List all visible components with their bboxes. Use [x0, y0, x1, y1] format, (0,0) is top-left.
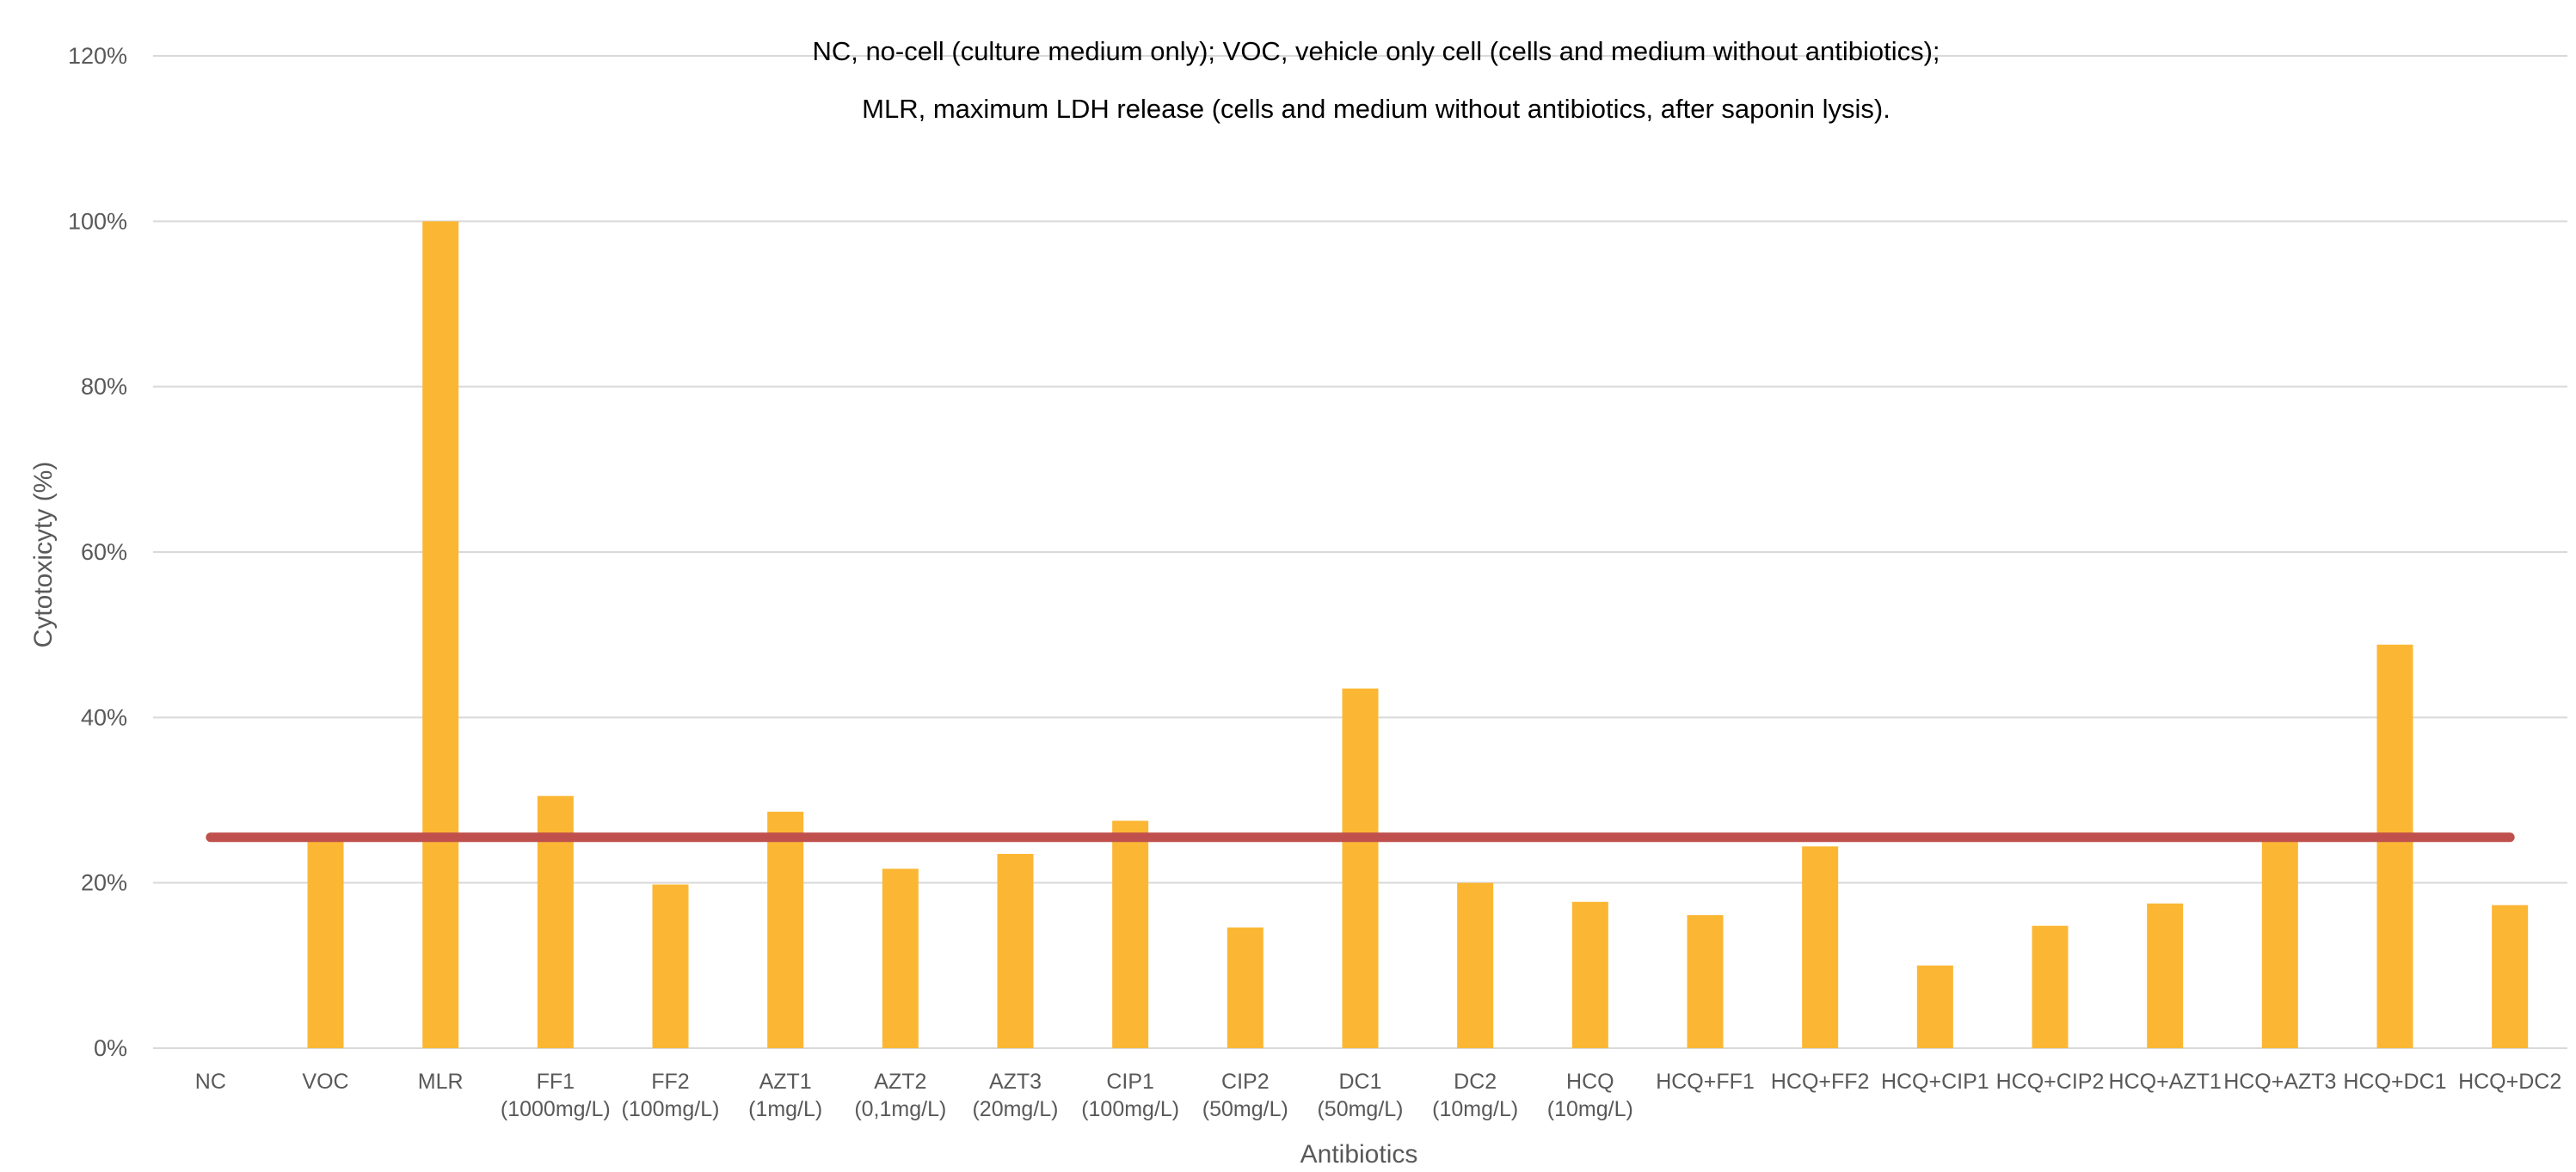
x-tick-label-hcq-ff2: HCQ+FF2 [1771, 1070, 1870, 1094]
x-tick-label-line: HCQ+CIP2 [1996, 1070, 2105, 1094]
x-tick-label-line: HCQ+DC2 [2458, 1070, 2561, 1094]
x-tick-label-line: (0,1mg/L) [854, 1097, 946, 1121]
x-tick-label-line: CIP1 [1106, 1070, 1154, 1094]
bar-hcq [1571, 901, 1608, 1048]
x-tick-label-mlr: MLR [418, 1070, 464, 1094]
x-tick-label-ff1: FF1 (1000mg/L) [501, 1070, 611, 1121]
x-tick-label-azt3: AZT3 (20mg/L) [972, 1070, 1058, 1121]
x-tick-labels: NC VOC MLR FF1 (1000mg/L) FF2 (100mg/L) AZT1 (1m… [195, 1070, 2561, 1121]
x-tick-label-line: HCQ+DC1 [2343, 1070, 2446, 1094]
x-tick-label-line: FF1 [537, 1070, 575, 1094]
x-tick-label-line: FF2 [651, 1070, 689, 1094]
bar-cip1 [1112, 820, 1149, 1048]
annotation-line-2: MLR, maximum LDH release (cells and medi… [862, 94, 1891, 124]
bar-hcq-azt3 [2261, 837, 2298, 1048]
x-tick-label-line: HCQ+AZT1 [2109, 1070, 2222, 1094]
y-tick-label-60: 60% [81, 539, 127, 565]
bar-azt3 [997, 854, 1034, 1048]
bar-hcq-ff1 [1687, 915, 1724, 1048]
bars [307, 221, 2529, 1048]
x-tick-label-line: (20mg/L) [972, 1097, 1058, 1121]
y-tick-label-80: 80% [81, 374, 127, 400]
x-tick-label-line: HCQ+AZT3 [2223, 1070, 2336, 1094]
bar-azt2 [882, 868, 919, 1048]
x-axis-title: Antibiotics [1300, 1140, 1418, 1168]
y-axis-title: Cytotoxicyty (%) [29, 462, 58, 648]
bar-hcq-cip2 [2032, 925, 2069, 1048]
x-tick-label-line: (50mg/L) [1317, 1097, 1403, 1121]
bar-azt1 [767, 811, 804, 1048]
y-tick-label-40: 40% [81, 704, 127, 730]
x-tick-label-cip1: CIP1 (100mg/L) [1081, 1070, 1179, 1121]
x-tick-label-line: DC2 [1454, 1070, 1497, 1094]
x-tick-label-line: CIP2 [1221, 1070, 1270, 1094]
bar-cip2 [1227, 927, 1263, 1048]
x-tick-label-line: (100mg/L) [1081, 1097, 1179, 1121]
x-tick-label-line: (100mg/L) [622, 1097, 720, 1121]
x-tick-label-line: HCQ [1566, 1070, 1614, 1094]
x-tick-label-hcq-dc2: HCQ+DC2 [2458, 1070, 2561, 1094]
x-tick-label-line: HCQ+CIP1 [1881, 1070, 1989, 1094]
x-tick-label-voc: VOC [302, 1070, 348, 1094]
x-tick-label-nc: NC [195, 1070, 226, 1094]
bar-hcq-cip1 [1916, 965, 1953, 1048]
x-tick-label-line: (10mg/L) [1432, 1097, 1518, 1121]
x-tick-label-line: AZT1 [759, 1070, 812, 1094]
x-tick-label-line: (1mg/L) [748, 1097, 822, 1121]
x-tick-label-cip2: CIP2 (50mg/L) [1202, 1070, 1288, 1121]
x-tick-label-hcq-azt3: HCQ+AZT3 [2223, 1070, 2336, 1094]
x-tick-label-ff2: FF2 (100mg/L) [622, 1070, 720, 1121]
annotation-line-1: NC, no-cell (culture medium only); VOC, … [812, 36, 1940, 66]
x-tick-label-line: DC1 [1338, 1070, 1381, 1094]
x-tick-label-line: MLR [418, 1070, 464, 1094]
x-tick-label-line: NC [195, 1070, 226, 1094]
y-tick-label-0: 0% [94, 1035, 127, 1061]
x-tick-label-line: HCQ+FF2 [1771, 1070, 1870, 1094]
x-tick-label-hcq-ff1: HCQ+FF1 [1656, 1070, 1755, 1094]
x-tick-label-azt2: AZT2 (0,1mg/L) [854, 1070, 946, 1121]
bar-hcq-ff2 [1802, 846, 1839, 1048]
bar-hcq-dc1 [2376, 644, 2413, 1048]
x-tick-label-hcq-cip2: HCQ+CIP2 [1996, 1070, 2105, 1094]
y-tick-label-100: 100% [68, 208, 127, 234]
bar-hcq-azt1 [2147, 903, 2184, 1048]
bar-dc1 [1342, 688, 1379, 1048]
bar-hcq-dc2 [2492, 905, 2529, 1048]
x-tick-label-line: AZT3 [989, 1070, 1042, 1094]
x-tick-label-azt1: AZT1 (1mg/L) [748, 1070, 822, 1121]
x-tick-label-line: HCQ+FF1 [1656, 1070, 1755, 1094]
bar-dc2 [1457, 882, 1494, 1048]
bar-voc [307, 837, 344, 1048]
bar-mlr [422, 221, 459, 1048]
x-tick-label-hcq-cip1: HCQ+CIP1 [1881, 1070, 1989, 1094]
x-tick-label-line: (10mg/L) [1547, 1097, 1633, 1121]
y-tick-labels: 0% 20% 40% 60% 80% 100% 120% [68, 43, 127, 1061]
x-tick-label-hcq: HCQ (10mg/L) [1547, 1070, 1633, 1121]
y-tick-label-120: 120% [68, 43, 127, 69]
x-tick-label-dc1: DC1 (50mg/L) [1317, 1070, 1403, 1121]
bar-ff2 [652, 884, 689, 1048]
x-tick-label-hcq-dc1: HCQ+DC1 [2343, 1070, 2446, 1094]
x-tick-label-line: AZT2 [874, 1070, 926, 1094]
x-tick-label-line: VOC [302, 1070, 348, 1094]
x-tick-label-dc2: DC2 (10mg/L) [1432, 1070, 1518, 1121]
x-tick-label-line: (1000mg/L) [501, 1097, 611, 1121]
y-tick-label-20: 20% [81, 870, 127, 896]
x-tick-label-hcq-azt1: HCQ+AZT1 [2109, 1070, 2222, 1094]
x-tick-label-line: (50mg/L) [1202, 1097, 1288, 1121]
